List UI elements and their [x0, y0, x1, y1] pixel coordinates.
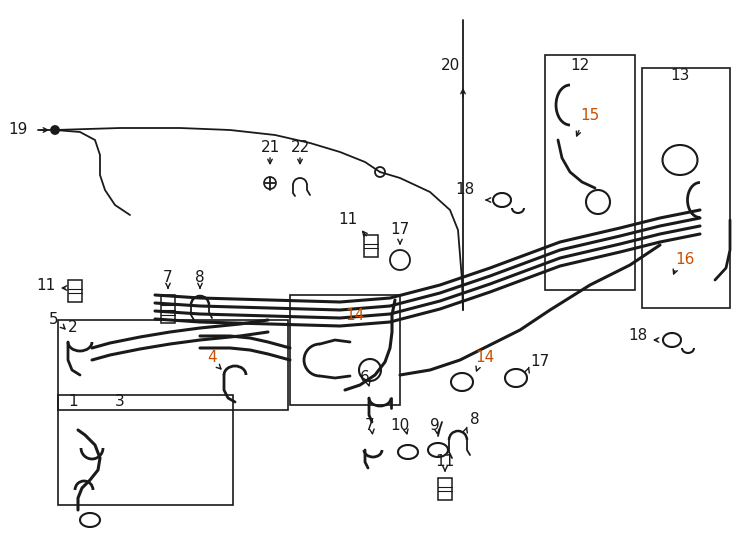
Bar: [161, 295, 175, 323]
Text: 11: 11: [339, 213, 358, 227]
Text: 11: 11: [37, 278, 56, 293]
Text: 17: 17: [390, 222, 410, 238]
Bar: [364, 235, 378, 257]
Text: 7: 7: [366, 417, 375, 433]
Bar: [438, 478, 452, 500]
Text: 17: 17: [530, 354, 549, 369]
Text: 5: 5: [48, 313, 58, 327]
Text: 2: 2: [68, 320, 78, 334]
Bar: [290, 295, 400, 405]
Bar: [58, 395, 233, 505]
Text: 22: 22: [291, 140, 310, 156]
Text: 8: 8: [470, 413, 479, 428]
Text: 4: 4: [207, 350, 217, 366]
Circle shape: [51, 126, 59, 134]
Bar: [545, 55, 635, 290]
Text: 11: 11: [435, 455, 454, 469]
Text: 14: 14: [476, 350, 495, 366]
Text: 3: 3: [115, 395, 125, 409]
Text: 14: 14: [346, 307, 365, 322]
Text: 15: 15: [581, 107, 600, 123]
Text: 6: 6: [360, 370, 370, 386]
Text: 9: 9: [430, 417, 440, 433]
Text: 8: 8: [195, 271, 205, 286]
Text: 18: 18: [456, 183, 475, 198]
Bar: [68, 280, 82, 302]
Text: 10: 10: [390, 417, 410, 433]
Text: 19: 19: [9, 123, 28, 138]
Text: 21: 21: [261, 140, 280, 156]
Text: 1: 1: [68, 395, 78, 409]
Bar: [58, 320, 288, 410]
Text: 20: 20: [440, 57, 459, 72]
Text: 12: 12: [570, 57, 589, 72]
Text: 7: 7: [163, 271, 172, 286]
Text: 18: 18: [629, 327, 648, 342]
Text: 13: 13: [670, 68, 690, 83]
Text: 16: 16: [675, 253, 694, 267]
Bar: [642, 68, 730, 308]
